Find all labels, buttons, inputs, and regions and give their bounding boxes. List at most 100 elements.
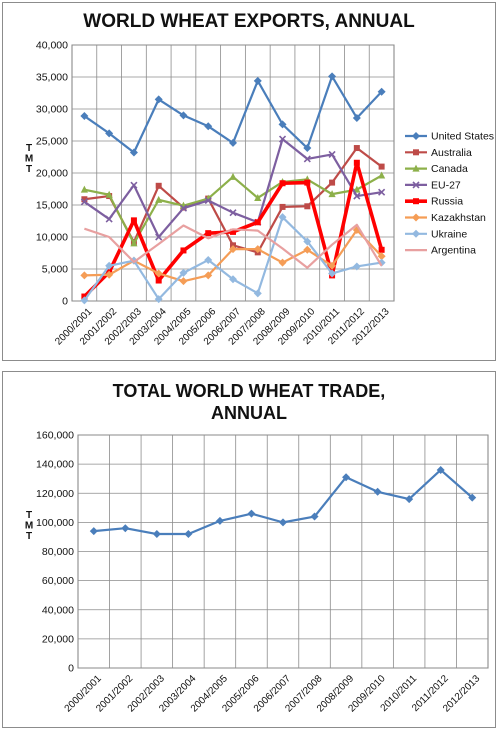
y-tick-label: 40,000 bbox=[36, 40, 68, 52]
y-tick-label: 0 bbox=[68, 663, 74, 675]
trade-chart-title-text: TOTAL WORLD WHEAT TRADE, ANNUAL bbox=[113, 381, 386, 423]
legend-item: Ukraine bbox=[405, 228, 467, 240]
data-point bbox=[204, 256, 213, 265]
data-point bbox=[328, 190, 336, 198]
data-point bbox=[278, 213, 287, 222]
data-point bbox=[230, 228, 236, 235]
y-tick-label: 10,000 bbox=[36, 232, 68, 244]
legend-marker bbox=[412, 213, 420, 222]
data-point bbox=[80, 271, 89, 280]
data-point bbox=[204, 271, 213, 280]
trade-chart-panel: TOTAL WORLD WHEAT TRADE, ANNUAL 0 20,000 40… bbox=[2, 371, 496, 728]
y-tick-label: 160,000 bbox=[36, 430, 74, 442]
series-total bbox=[89, 465, 477, 539]
y-tick-label: 40,000 bbox=[42, 604, 74, 616]
trade-chart-title: TOTAL WORLD WHEAT TRADE, ANNUAL bbox=[3, 380, 495, 424]
data-point bbox=[278, 135, 287, 143]
legend-marker bbox=[412, 181, 420, 189]
data-point bbox=[378, 188, 386, 196]
legend-item: Russia bbox=[405, 196, 463, 208]
data-point bbox=[278, 120, 287, 129]
legend-label: Canada bbox=[431, 163, 468, 175]
trade-chart: 0 20,000 40,000 60,000 80,000 100,000 120,000 1… bbox=[25, 430, 489, 715]
data-point bbox=[254, 219, 261, 226]
data-point bbox=[229, 245, 237, 254]
data-point bbox=[180, 247, 187, 254]
data-point bbox=[81, 196, 88, 203]
data-point bbox=[377, 87, 386, 96]
y-tick-label: 60,000 bbox=[42, 575, 74, 587]
data-point bbox=[130, 217, 137, 224]
data-point bbox=[155, 182, 162, 189]
legend-label: Argentina bbox=[431, 245, 476, 257]
legend-label: Russia bbox=[431, 196, 463, 208]
data-point bbox=[436, 465, 445, 474]
data-point bbox=[155, 277, 162, 284]
legend-label: Kazakhstan bbox=[431, 212, 486, 224]
data-point bbox=[378, 171, 386, 179]
y-tick-label: 20,000 bbox=[36, 168, 68, 180]
data-point bbox=[352, 113, 361, 122]
data-point bbox=[378, 246, 385, 253]
data-point bbox=[80, 185, 88, 193]
data-point bbox=[105, 215, 113, 223]
data-point bbox=[152, 530, 161, 539]
data-point bbox=[105, 190, 113, 198]
data-point bbox=[179, 204, 188, 212]
legend-label: United States bbox=[431, 131, 494, 143]
data-point bbox=[353, 145, 360, 152]
data-point bbox=[377, 252, 386, 261]
y-tick-label: 35,000 bbox=[36, 72, 68, 84]
y-tick-label: 0 bbox=[62, 296, 68, 308]
trade-chart-title-line2: ANNUAL bbox=[211, 403, 287, 423]
data-point bbox=[328, 269, 337, 278]
data-point bbox=[378, 163, 385, 170]
data-point bbox=[304, 179, 311, 186]
data-point bbox=[303, 155, 311, 163]
plot-area: 0 5,000 10,000 15,000 20,000 25,000 30,000 35,0… bbox=[25, 40, 395, 348]
legend-marker bbox=[412, 229, 420, 238]
legend-item: United States bbox=[405, 131, 494, 143]
data-point bbox=[184, 530, 193, 539]
legend-marker bbox=[412, 164, 420, 172]
data-point bbox=[229, 209, 237, 217]
legend-item: Canada bbox=[405, 163, 468, 175]
data-point bbox=[468, 493, 477, 502]
y-tick-label: 30,000 bbox=[36, 104, 68, 116]
data-point bbox=[155, 233, 163, 241]
data-point bbox=[229, 138, 237, 147]
data-point bbox=[179, 268, 188, 277]
data-point bbox=[204, 196, 212, 205]
legend-marker bbox=[413, 149, 419, 156]
data-point bbox=[253, 245, 262, 254]
data-point bbox=[105, 270, 114, 279]
legend-item: Argentina bbox=[405, 245, 476, 257]
data-point bbox=[247, 509, 256, 518]
data-point bbox=[353, 159, 360, 166]
y-tick-label: 140,000 bbox=[36, 459, 74, 471]
exports-chart-title: WORLD WHEAT EXPORTS, ANNUAL bbox=[83, 11, 415, 32]
data-point bbox=[279, 518, 287, 527]
legend-label: Ukraine bbox=[431, 228, 467, 240]
legend-label: Australia bbox=[431, 147, 472, 159]
data-point bbox=[204, 122, 213, 131]
data-point bbox=[278, 258, 287, 267]
y-tick-label: 20,000 bbox=[42, 633, 74, 645]
data-point bbox=[154, 95, 163, 104]
data-point bbox=[279, 180, 286, 187]
data-point bbox=[215, 516, 224, 525]
data-point bbox=[80, 198, 88, 206]
data-point bbox=[310, 512, 319, 521]
data-point bbox=[105, 129, 114, 138]
data-point bbox=[353, 192, 361, 200]
data-point bbox=[154, 269, 163, 278]
data-point bbox=[179, 277, 188, 286]
data-point bbox=[80, 112, 89, 121]
data-point bbox=[328, 72, 337, 81]
data-point bbox=[254, 193, 262, 201]
y-tick-label: 15,000 bbox=[36, 200, 68, 212]
data-point bbox=[229, 275, 237, 284]
data-point bbox=[373, 487, 382, 496]
data-point bbox=[352, 262, 361, 271]
